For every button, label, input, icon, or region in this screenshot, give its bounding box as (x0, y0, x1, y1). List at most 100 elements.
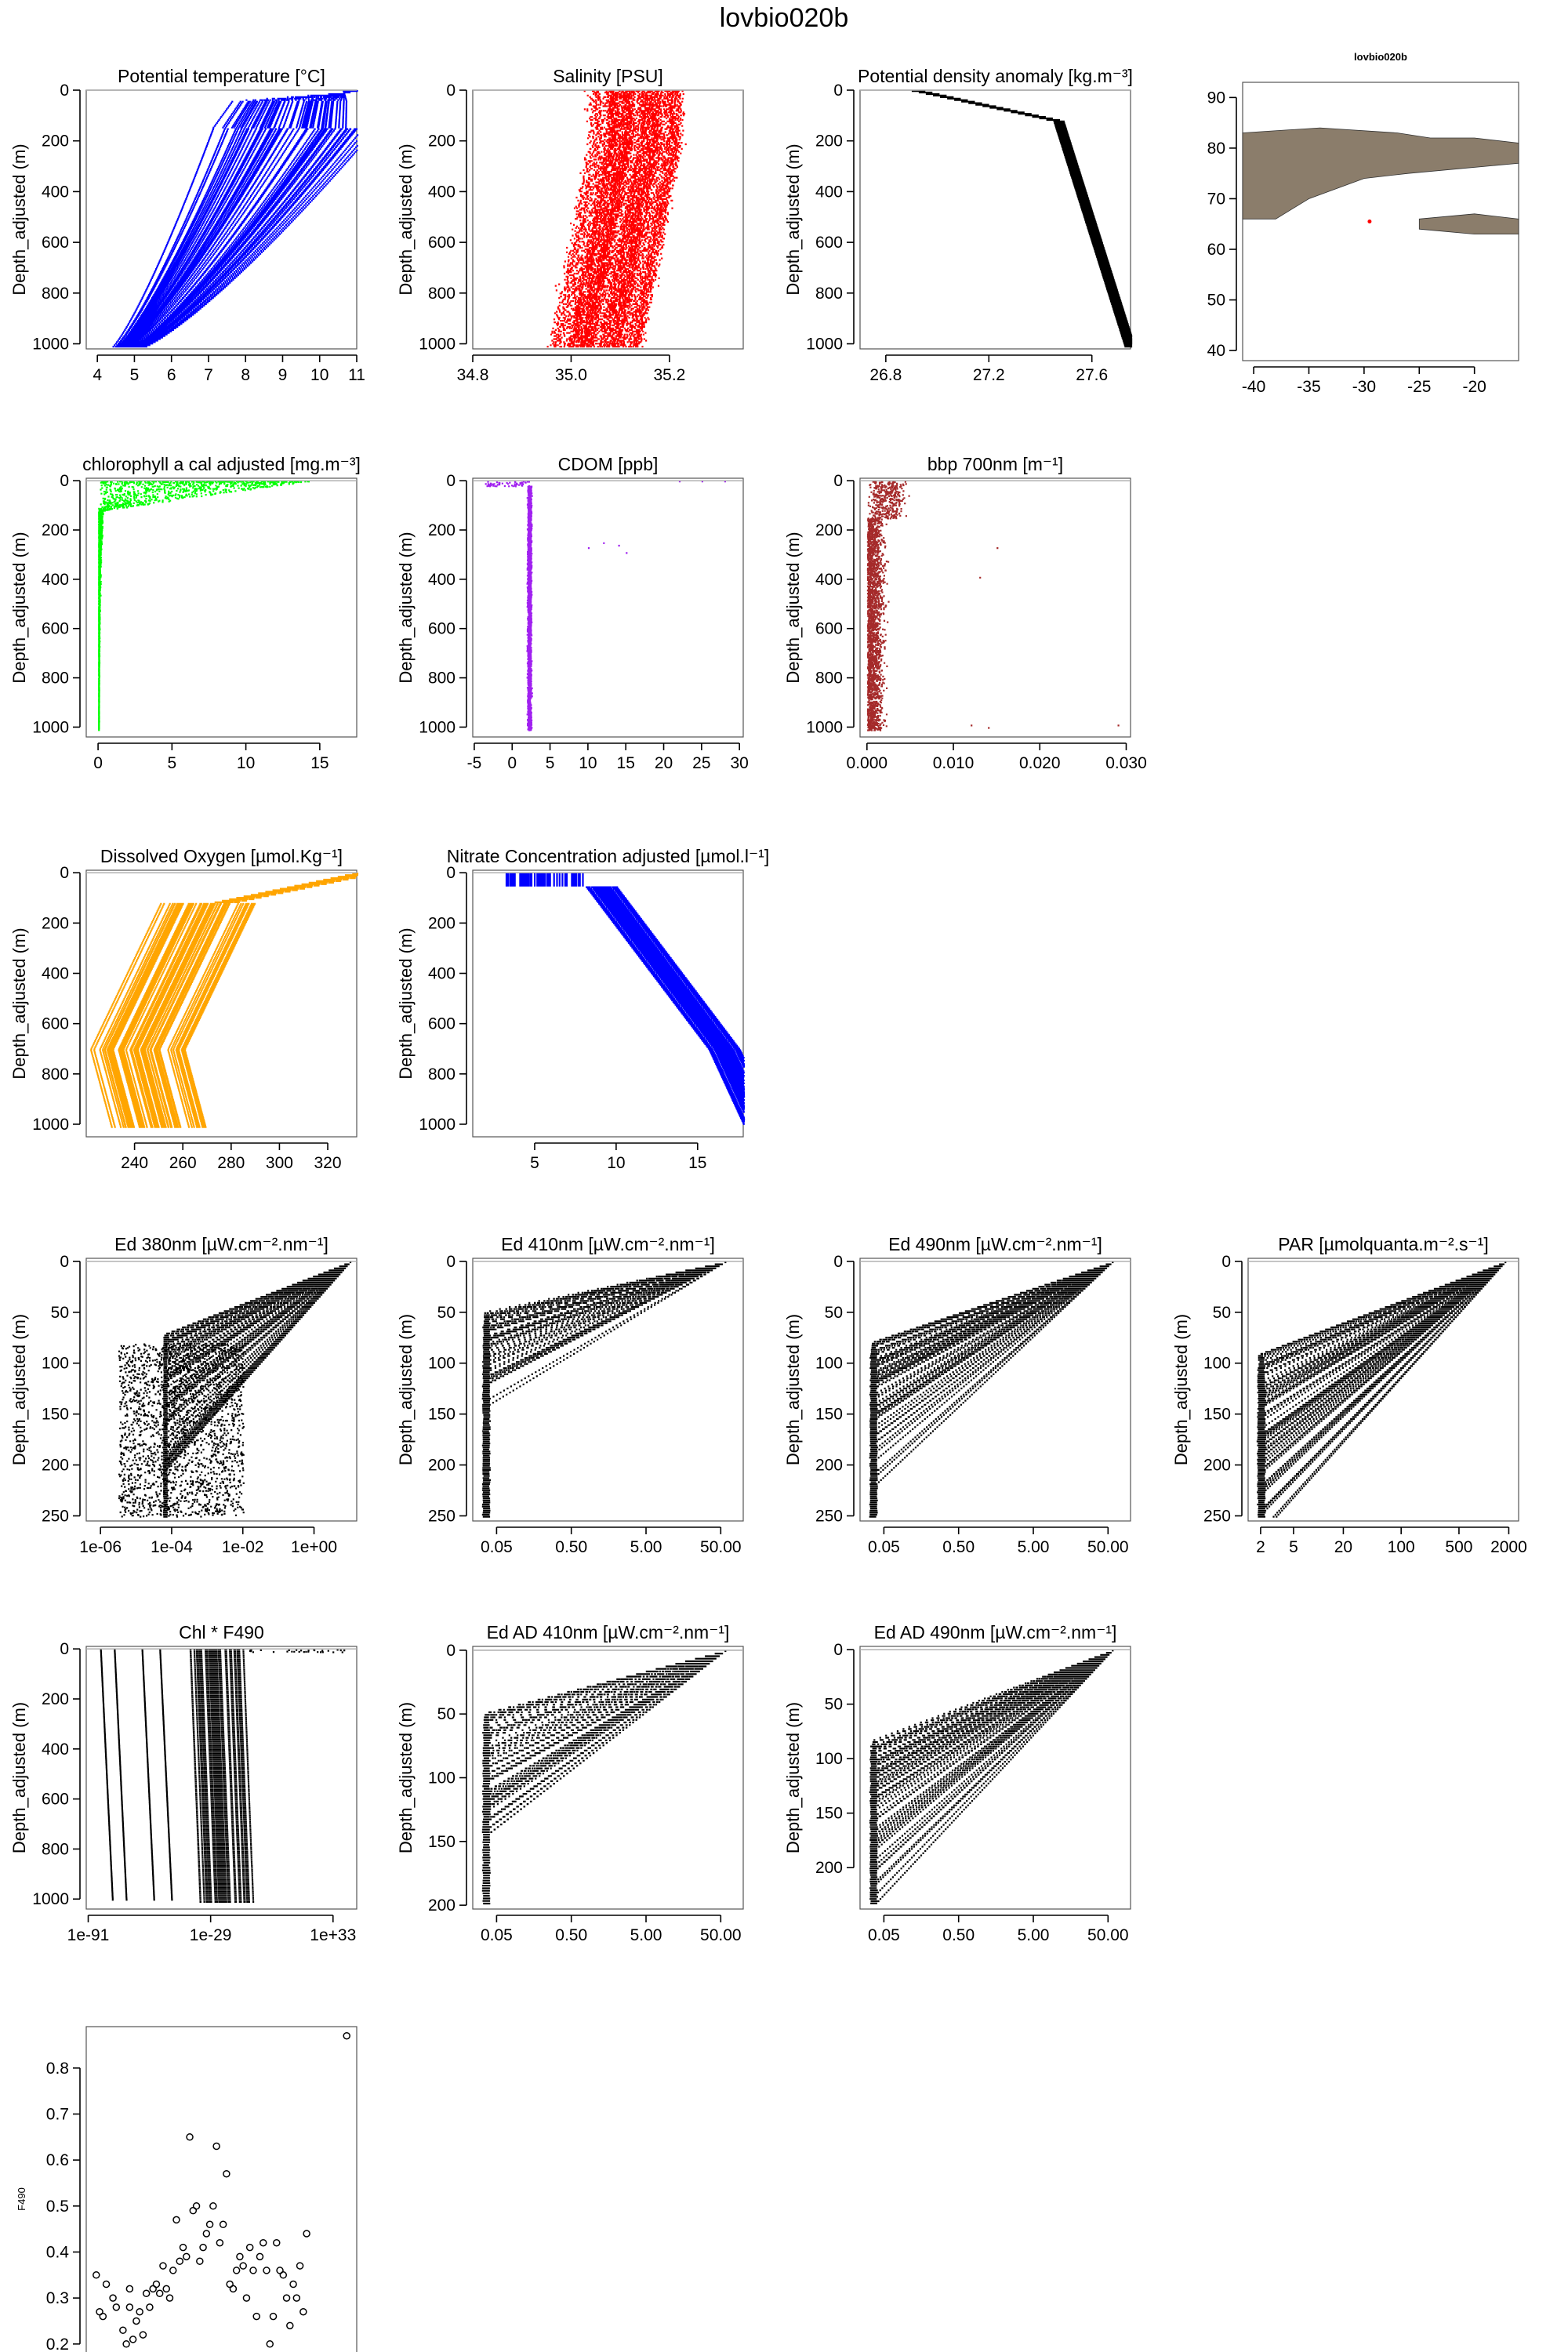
y-axis-label: Depth_adjusted (m) (783, 143, 803, 295)
x-tick-label: 5 (130, 366, 140, 384)
y-axis-label: Depth_adjusted (m) (9, 1314, 29, 1465)
f490-point (179, 2243, 187, 2252)
x-tick-label: 5 (530, 1154, 539, 1172)
y-axis: 0 200 400 600 800 1000 (806, 82, 855, 354)
x-tick-label: 50.00 (1087, 1926, 1129, 1944)
ed380-scatter (118, 1261, 352, 1518)
y-tick-label: 50 (51, 1304, 69, 1322)
sal-scatter (546, 90, 687, 348)
x-tick-label: -25 (1407, 378, 1431, 396)
y-axis-label: Depth_adjusted (m) (9, 927, 29, 1079)
y-axis-label: Depth_adjusted (m) (9, 143, 29, 295)
y-tick-label: 50 (1207, 292, 1225, 310)
x-tick-label: 15 (688, 1154, 706, 1172)
x-tick-label: 0.05 (481, 1926, 513, 1944)
f490-point (299, 2307, 307, 2316)
plot-frame (85, 1258, 358, 1522)
temp-points (112, 90, 359, 348)
y-tick-label: 150 (42, 1406, 69, 1424)
page-title: lovbio020b (719, 3, 849, 33)
plot-edad410: Ed AD 410nm [µW.cm⁻².nm⁻¹] Depth_adjusted… (396, 1622, 744, 1944)
f490-point (199, 2243, 207, 2252)
x-tick-label: 1e-02 (222, 1538, 264, 1556)
x-tick-label: 500 (1445, 1538, 1472, 1556)
y-tick-label: 600 (428, 1015, 456, 1033)
y-tick-label: 1000 (32, 1890, 69, 1908)
f490-point (136, 2307, 143, 2316)
x-tick-label: 240 (121, 1154, 148, 1172)
ed410-scatter (481, 1261, 727, 1518)
x-axis: 34.8 35.0 35.2 (457, 354, 685, 384)
x-tick-label: 10 (607, 1154, 625, 1172)
x-axis: 5 10 15 (530, 1142, 706, 1172)
f490-point (259, 2238, 267, 2247)
y-tick-label: 1000 (32, 718, 69, 736)
plot-ed380: Ed 380nm [µW.cm⁻².nm⁻¹] Depth_adjusted (m… (9, 1234, 358, 1556)
plot-frame (472, 1646, 744, 1910)
plot-f490: F490CYCL02040600.20.30.40.50.60.70.8 (16, 2026, 358, 2352)
land-mass (1242, 127, 1519, 220)
f490-point (93, 2271, 100, 2279)
f490-point (209, 2202, 217, 2210)
y-tick-label: 800 (428, 1065, 456, 1083)
y-tick-label: 400 (428, 571, 456, 589)
plot-title: lovbio020b (1354, 51, 1407, 63)
y-tick-label: 250 (1203, 1508, 1231, 1526)
y-tick-label: 0 (833, 82, 843, 100)
y-tick-label: 200 (1203, 1457, 1231, 1475)
y-tick-label: 400 (42, 183, 69, 201)
x-tick-label: 1e-91 (67, 1926, 110, 1944)
x-tick-label: 2000 (1490, 1538, 1527, 1556)
y-tick-label: 800 (815, 670, 843, 688)
y-tick-label: 200 (815, 1457, 843, 1475)
chlf-points (100, 1649, 346, 1903)
x-tick-label: 50.00 (700, 1926, 742, 1944)
y-tick-label: 50 (1213, 1304, 1231, 1322)
x-tick-label: 0 (507, 754, 517, 772)
f490-point (286, 2321, 294, 2330)
f490-point (236, 2252, 244, 2261)
y-axis-label: Depth_adjusted (m) (396, 927, 416, 1079)
y-axis-label: F490 (16, 2187, 27, 2211)
plot-frame (859, 477, 1131, 738)
x-tick-label: 1e+00 (291, 1538, 337, 1556)
plot-title: Ed 410nm [µW.cm⁻².nm⁻¹] (501, 1234, 715, 1254)
y-tick-label: 0 (833, 1641, 843, 1659)
dens-points (911, 90, 1133, 348)
y-tick-label: 250 (42, 1508, 69, 1526)
y-tick-label: 150 (815, 1805, 843, 1823)
plot-title: Chl * F490 (179, 1622, 264, 1642)
plot-frame (859, 1258, 1131, 1522)
y-tick-label: 1000 (419, 336, 456, 354)
f490-point (162, 2285, 170, 2293)
no3-points (505, 873, 746, 1125)
y-tick-label: 400 (815, 571, 843, 589)
plot-title: Salinity [PSU] (553, 66, 663, 86)
plot-title: CDOM [ppb] (558, 454, 659, 474)
plot-no3: Nitrate Concentration adjusted [µmol.l⁻¹… (396, 846, 769, 1172)
x-axis: -40 -35 -30 -25 -20 (1242, 366, 1486, 396)
y-tick-label: 1000 (419, 718, 456, 736)
x-tick-label: 10 (237, 754, 255, 772)
f490-point (169, 2267, 177, 2274)
y-tick-label: 0.2 (46, 2336, 69, 2352)
f490-point (269, 2312, 278, 2321)
f490-point (172, 2216, 180, 2224)
edad410-scatter (481, 1650, 727, 1905)
y-tick-label: 400 (428, 965, 456, 983)
f490-point (282, 2294, 291, 2302)
plot-frame (85, 1646, 358, 1910)
f490-point (202, 2230, 211, 2238)
plot-sal: Salinity [PSU] Depth_adjusted (m) 34.8 35.0… (396, 66, 744, 384)
plot-frame (472, 1258, 744, 1522)
plot-title: PAR [µmolquanta.m⁻².s⁻¹] (1278, 1234, 1488, 1254)
y-tick-label: 800 (42, 1840, 69, 1858)
plot-oxy: Dissolved Oxygen [µmol.Kg⁻¹] Depth_adjust… (9, 846, 359, 1172)
f490-point (159, 2262, 167, 2270)
y-axis: 0 50 100 150 200 250 (42, 1253, 81, 1526)
y-axis: 0 50 100 150 200 (428, 1642, 467, 1915)
x-tick-label: 0.50 (942, 1926, 975, 1944)
y-tick-label: 0 (833, 472, 843, 490)
x-tick-label: 1e-04 (151, 1538, 193, 1556)
x-tick-label: 5.00 (630, 1538, 662, 1556)
